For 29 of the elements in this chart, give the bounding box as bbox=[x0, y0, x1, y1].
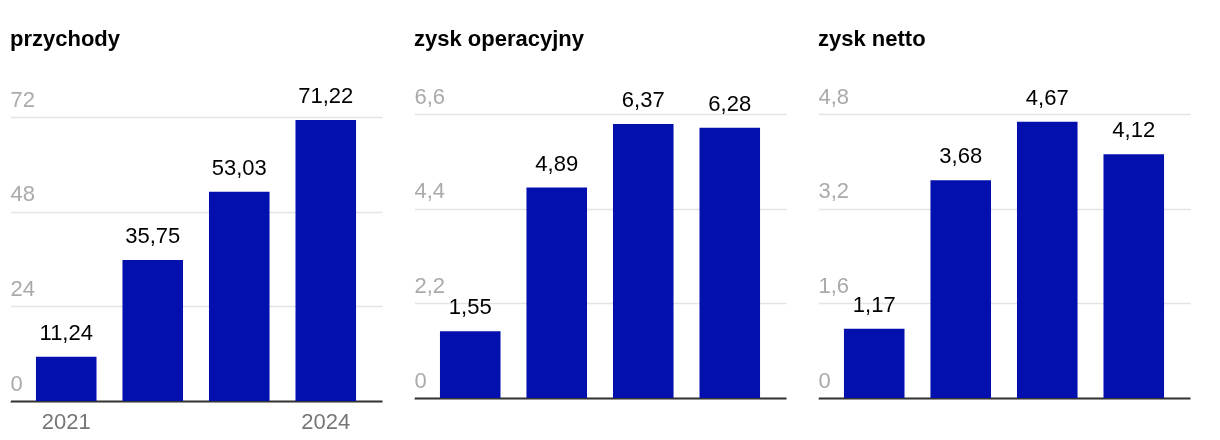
x-tick-label: 2024 bbox=[301, 408, 351, 434]
data-label: 71,22 bbox=[298, 83, 354, 109]
y-tick-label: 24 bbox=[10, 275, 35, 301]
chart-title: zysk operacyjny bbox=[414, 26, 585, 51]
data-label: 6,28 bbox=[708, 90, 752, 116]
data-label: 1,17 bbox=[852, 291, 896, 317]
chart-title: przychody bbox=[10, 26, 121, 52]
data-label: 4,12 bbox=[1112, 117, 1156, 143]
y-tick-label: 6,6 bbox=[414, 83, 446, 109]
y-tick-label: 4,8 bbox=[818, 83, 850, 109]
x-tick-label: 2021 bbox=[41, 408, 91, 434]
y-tick-label: 4,4 bbox=[414, 178, 446, 204]
y-tick-label: 1,6 bbox=[818, 272, 850, 298]
data-label: 4,89 bbox=[535, 150, 579, 176]
y-tick-label: 0 bbox=[414, 367, 427, 393]
data-label: 3,68 bbox=[939, 143, 983, 169]
y-tick-label: 48 bbox=[10, 181, 35, 207]
data-label: 1,55 bbox=[448, 294, 492, 320]
data-label: 6,37 bbox=[621, 86, 665, 112]
data-label: 4,67 bbox=[1025, 84, 1069, 110]
y-tick-label: 2,2 bbox=[414, 272, 446, 298]
y-tick-label: 72 bbox=[10, 86, 35, 112]
data-label: 53,03 bbox=[211, 154, 267, 180]
y-tick-label: 0 bbox=[818, 367, 831, 393]
data-label: 35,75 bbox=[125, 222, 181, 248]
y-tick-label: 3,2 bbox=[818, 178, 850, 204]
y-tick-label: 0 bbox=[10, 370, 23, 396]
chart-title: zysk netto bbox=[818, 26, 926, 51]
data-label: 11,24 bbox=[39, 319, 93, 345]
